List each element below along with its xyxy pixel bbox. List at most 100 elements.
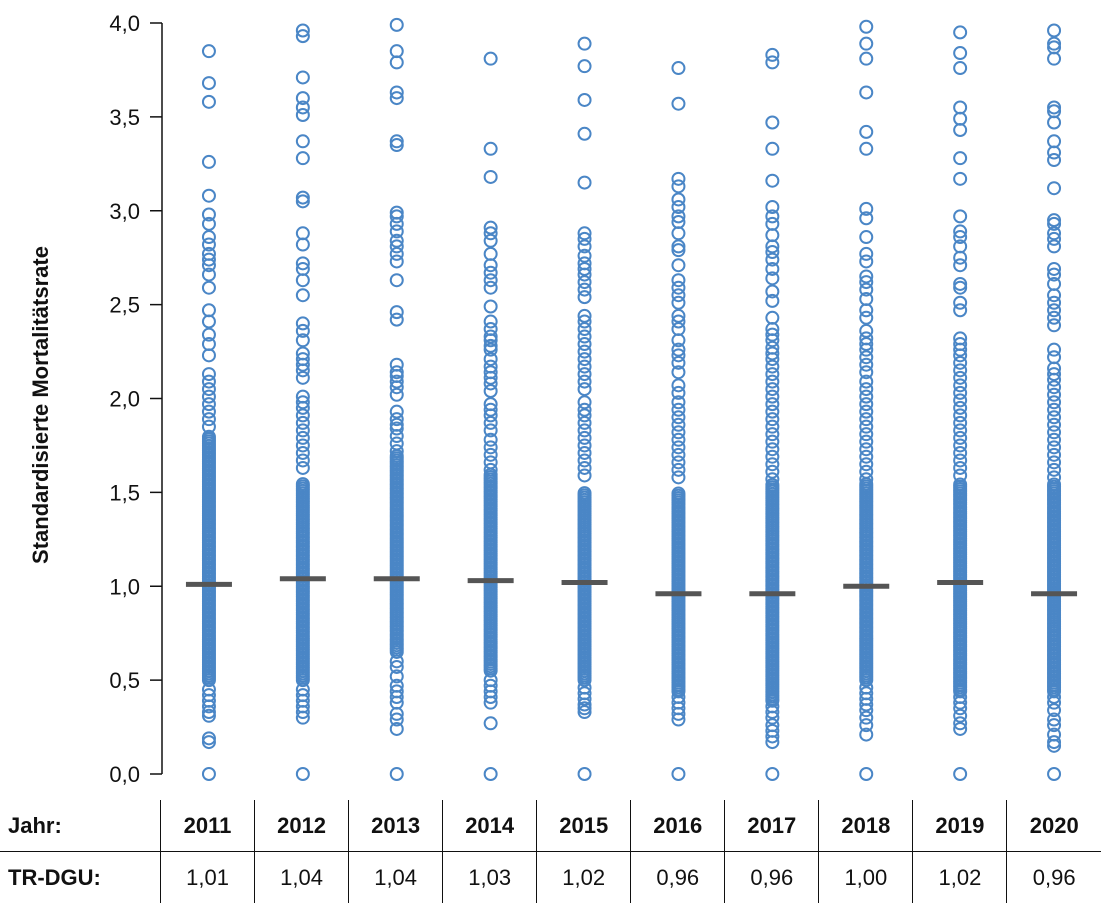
y-tick-label: 1,0: [109, 574, 140, 599]
data-point: [765, 327, 780, 342]
data-point: [483, 342, 498, 357]
data-point: [389, 233, 404, 248]
data-point: [859, 246, 874, 261]
data-point: [859, 434, 874, 449]
data-point: [577, 415, 592, 430]
data-point: [389, 374, 404, 389]
data-point: [295, 100, 310, 115]
data-point: [1047, 440, 1062, 455]
data-point: [201, 94, 216, 109]
data-point: [1047, 417, 1062, 432]
data-point: [1047, 134, 1062, 149]
data-point: [577, 468, 592, 483]
data-point: [671, 712, 686, 727]
data-point: [765, 705, 780, 720]
data-point: [483, 299, 498, 314]
data-point: [859, 357, 874, 372]
data-point: [859, 427, 874, 442]
data-point: [765, 216, 780, 231]
data-point: [483, 695, 498, 710]
data-point: [953, 453, 968, 468]
data-point: [1047, 712, 1062, 727]
data-point: [1047, 153, 1062, 168]
data-point: [483, 415, 498, 430]
data-point: [577, 126, 592, 141]
data-point: [953, 708, 968, 723]
data-point: [859, 141, 874, 156]
data-point: [483, 716, 498, 731]
data-point: [765, 239, 780, 254]
data-point: [671, 417, 686, 432]
data-point: [1047, 455, 1062, 470]
data-point: [577, 395, 592, 410]
data-point: [953, 61, 968, 76]
data-point: [765, 367, 780, 382]
data-point: [765, 477, 780, 492]
data-point: [953, 393, 968, 408]
data-point: [1047, 181, 1062, 196]
data-point: [577, 337, 592, 352]
data-point: [953, 258, 968, 273]
data-point: [389, 767, 404, 781]
data-point: [765, 310, 780, 325]
year-cell: 2020: [1006, 800, 1101, 852]
y-tick-label: 3,0: [109, 199, 140, 224]
data-point: [483, 314, 498, 329]
data-point: [201, 348, 216, 363]
data-point: [483, 455, 498, 470]
data-point: [859, 211, 874, 226]
data-point: [295, 477, 310, 492]
data-point: [577, 275, 592, 290]
data-point: [483, 280, 498, 295]
data-point: [1047, 231, 1062, 246]
data-point: [859, 457, 874, 472]
data-point: [859, 269, 874, 284]
data-point: [483, 246, 498, 261]
data-point: [765, 412, 780, 427]
data-point: [483, 370, 498, 385]
data-point: [953, 342, 968, 357]
data-point: [577, 486, 592, 501]
data-point: [859, 254, 874, 269]
data-point: [577, 226, 592, 241]
data-point: [389, 669, 404, 684]
data-point: [765, 209, 780, 224]
data-point: [1047, 462, 1062, 477]
data-point: [577, 359, 592, 374]
data-point: [859, 449, 874, 464]
data-point: [201, 767, 216, 781]
data-point: [201, 367, 216, 382]
data-point: [859, 365, 874, 380]
data-point: [483, 440, 498, 455]
data-point: [1047, 367, 1062, 382]
data-point: [201, 258, 216, 273]
data-point: [859, 19, 874, 34]
data-point: [953, 111, 968, 126]
data-point: [1047, 690, 1062, 705]
data-point: [953, 701, 968, 716]
data-point: [859, 310, 874, 325]
data-point: [671, 355, 686, 370]
data-point: [295, 226, 310, 241]
data-point: [389, 706, 404, 721]
data-point: [671, 470, 686, 485]
data-point: [201, 708, 216, 723]
data-point: [483, 329, 498, 344]
data-point: [483, 408, 498, 423]
data-point: [765, 397, 780, 412]
data-point: [577, 445, 592, 460]
data-point: [577, 308, 592, 323]
data-point: [953, 250, 968, 265]
data-point: [295, 453, 310, 468]
data-point: [201, 397, 216, 412]
data-point: [577, 402, 592, 417]
data-point: [295, 423, 310, 438]
data-point: [577, 453, 592, 468]
data-point: [953, 721, 968, 736]
data-point: [953, 209, 968, 224]
data-point: [1047, 425, 1062, 440]
data-point: [671, 171, 686, 186]
data-point: [671, 706, 686, 721]
data-point: [1047, 145, 1062, 160]
data-point: [1047, 288, 1062, 303]
